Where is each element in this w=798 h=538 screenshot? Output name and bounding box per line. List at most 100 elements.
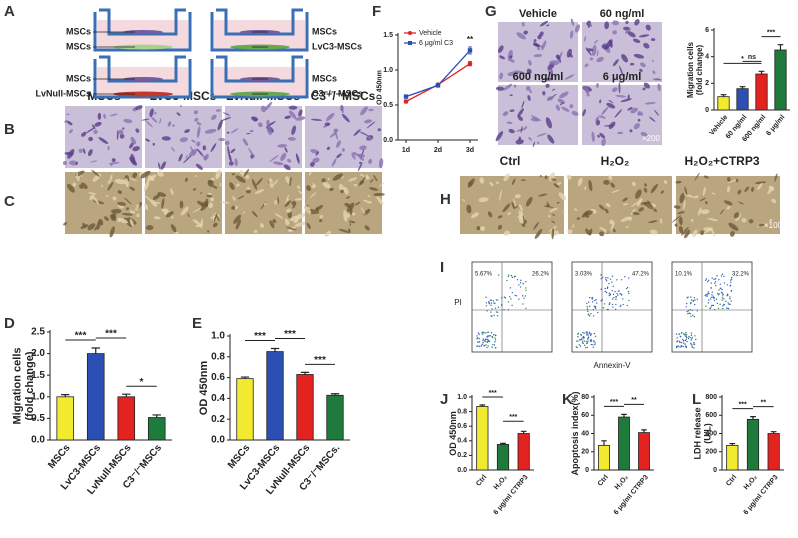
cell: [64, 119, 68, 123]
cell: [338, 183, 344, 191]
cell: [285, 227, 297, 231]
event: [706, 294, 708, 296]
cell: [546, 24, 550, 27]
x-tick-label: Ctrl: [725, 474, 738, 488]
cell: [509, 55, 513, 59]
event: [508, 274, 510, 276]
column-header: H₂O₂: [601, 154, 630, 168]
cell: [610, 182, 615, 188]
event: [497, 274, 500, 276]
event: [729, 298, 731, 300]
error-bar: [122, 393, 131, 397]
cell: [183, 155, 192, 164]
event: [577, 340, 579, 342]
event: [523, 297, 525, 299]
cell: [735, 178, 739, 183]
cell: [141, 118, 150, 121]
significance-label: ***: [489, 390, 497, 397]
cell: [185, 154, 188, 159]
event: [482, 331, 485, 334]
cell: [373, 192, 385, 197]
cell: [364, 119, 373, 124]
cell: [348, 220, 356, 224]
cell: [212, 222, 218, 228]
event: [594, 305, 597, 308]
panel-label: C: [4, 193, 15, 210]
cell: [366, 121, 376, 129]
cell: [196, 121, 202, 126]
event: [511, 276, 514, 279]
cell: [612, 228, 616, 233]
photo: [62, 105, 143, 168]
event: [587, 310, 589, 313]
cell: [549, 60, 560, 66]
event: [710, 305, 713, 307]
cell: [677, 211, 685, 215]
cell: [511, 178, 516, 186]
event: [583, 332, 585, 334]
transwell-label: LvNull-MSCs: [35, 88, 91, 98]
event: [519, 286, 522, 288]
event: [687, 337, 690, 340]
cell: [211, 114, 217, 121]
cell: [497, 45, 504, 53]
photo: [495, 83, 579, 147]
cell: [553, 183, 560, 188]
cell: [234, 205, 238, 210]
cell: [359, 180, 365, 185]
event: [497, 299, 499, 301]
event: [504, 297, 507, 299]
event: [576, 340, 578, 342]
cell: [192, 207, 202, 213]
cell: [246, 132, 251, 135]
cell: [532, 141, 536, 147]
event: [488, 335, 490, 337]
cell: [340, 104, 344, 114]
cell: [368, 158, 373, 165]
cell: [310, 118, 323, 121]
bar: [598, 444, 610, 471]
event: [612, 285, 614, 287]
cell: [194, 175, 198, 178]
point: [435, 83, 441, 88]
event: [690, 342, 692, 344]
cell: [143, 180, 150, 192]
event: [486, 338, 488, 341]
cell: [605, 203, 611, 208]
cell: [336, 140, 341, 148]
cell: [161, 198, 165, 209]
event: [609, 278, 612, 280]
event: [691, 346, 693, 348]
y-axis-label: OD 450nm: [198, 361, 210, 416]
cell: [614, 109, 623, 118]
event: [490, 302, 493, 304]
cell: [537, 35, 542, 40]
cell: [295, 198, 304, 201]
cell: [153, 216, 161, 220]
event: [715, 284, 717, 287]
cell: [251, 210, 258, 218]
event: [479, 345, 481, 348]
cell: [311, 184, 317, 189]
cell: [521, 179, 526, 182]
cell: [294, 213, 306, 220]
cell: [72, 182, 77, 187]
event: [525, 280, 527, 283]
cell: [612, 30, 617, 35]
x-tick-label: 2d: [434, 147, 442, 154]
event: [484, 332, 486, 334]
event: [679, 346, 681, 348]
cell: [632, 212, 640, 216]
event: [684, 345, 687, 347]
cell: [369, 187, 378, 191]
event: [719, 283, 721, 285]
event: [482, 333, 484, 335]
event: [586, 346, 589, 349]
significance-label: *: [140, 377, 144, 388]
cell: [215, 212, 220, 218]
y-tick-label: 400: [705, 430, 717, 437]
cell: [151, 116, 158, 123]
cell: [357, 153, 366, 158]
cell: [511, 201, 515, 210]
event: [490, 299, 493, 301]
